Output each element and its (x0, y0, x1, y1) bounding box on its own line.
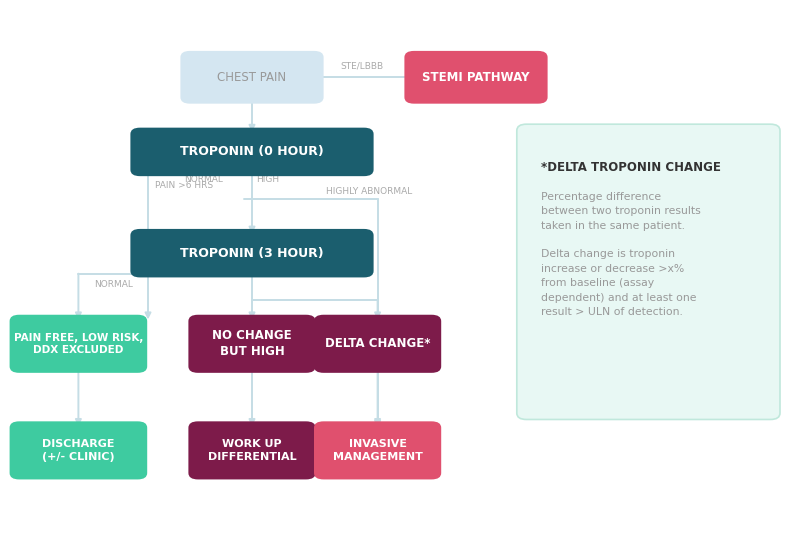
FancyBboxPatch shape (314, 421, 442, 480)
Text: CHEST PAIN: CHEST PAIN (218, 71, 286, 84)
Text: STEMI PATHWAY: STEMI PATHWAY (422, 71, 530, 84)
Text: NORMAL: NORMAL (185, 175, 223, 184)
Text: Percentage difference
between two troponin results
taken in the same patient.

D: Percentage difference between two tropon… (541, 192, 701, 317)
Text: STE/LBBB: STE/LBBB (341, 61, 384, 70)
FancyBboxPatch shape (404, 51, 547, 103)
FancyBboxPatch shape (517, 124, 780, 419)
Text: WORK UP
DIFFERENTIAL: WORK UP DIFFERENTIAL (208, 439, 296, 462)
Text: HIGH: HIGH (257, 175, 279, 184)
FancyBboxPatch shape (180, 51, 323, 103)
Text: DELTA CHANGE*: DELTA CHANGE* (325, 337, 430, 350)
Text: INVASIVE
MANAGEMENT: INVASIVE MANAGEMENT (333, 439, 422, 462)
Text: DISCHARGE
(+/- CLINIC): DISCHARGE (+/- CLINIC) (42, 439, 114, 462)
Text: NORMAL: NORMAL (94, 280, 134, 289)
Text: TROPONIN (3 HOUR): TROPONIN (3 HOUR) (180, 247, 324, 260)
Text: *DELTA TROPONIN CHANGE: *DELTA TROPONIN CHANGE (541, 161, 721, 174)
FancyBboxPatch shape (189, 314, 315, 373)
FancyBboxPatch shape (130, 229, 374, 277)
Text: PAIN FREE, LOW RISK,
DDX EXCLUDED: PAIN FREE, LOW RISK, DDX EXCLUDED (14, 333, 143, 355)
FancyBboxPatch shape (189, 421, 315, 480)
Text: TROPONIN (0 HOUR): TROPONIN (0 HOUR) (180, 146, 324, 158)
Text: PAIN >6 HRS: PAIN >6 HRS (155, 181, 213, 190)
Text: HIGHLY ABNORMAL: HIGHLY ABNORMAL (326, 187, 413, 196)
Text: NO CHANGE
BUT HIGH: NO CHANGE BUT HIGH (212, 329, 292, 358)
FancyBboxPatch shape (10, 314, 147, 373)
FancyBboxPatch shape (130, 128, 374, 176)
FancyBboxPatch shape (10, 421, 147, 480)
FancyBboxPatch shape (314, 314, 442, 373)
